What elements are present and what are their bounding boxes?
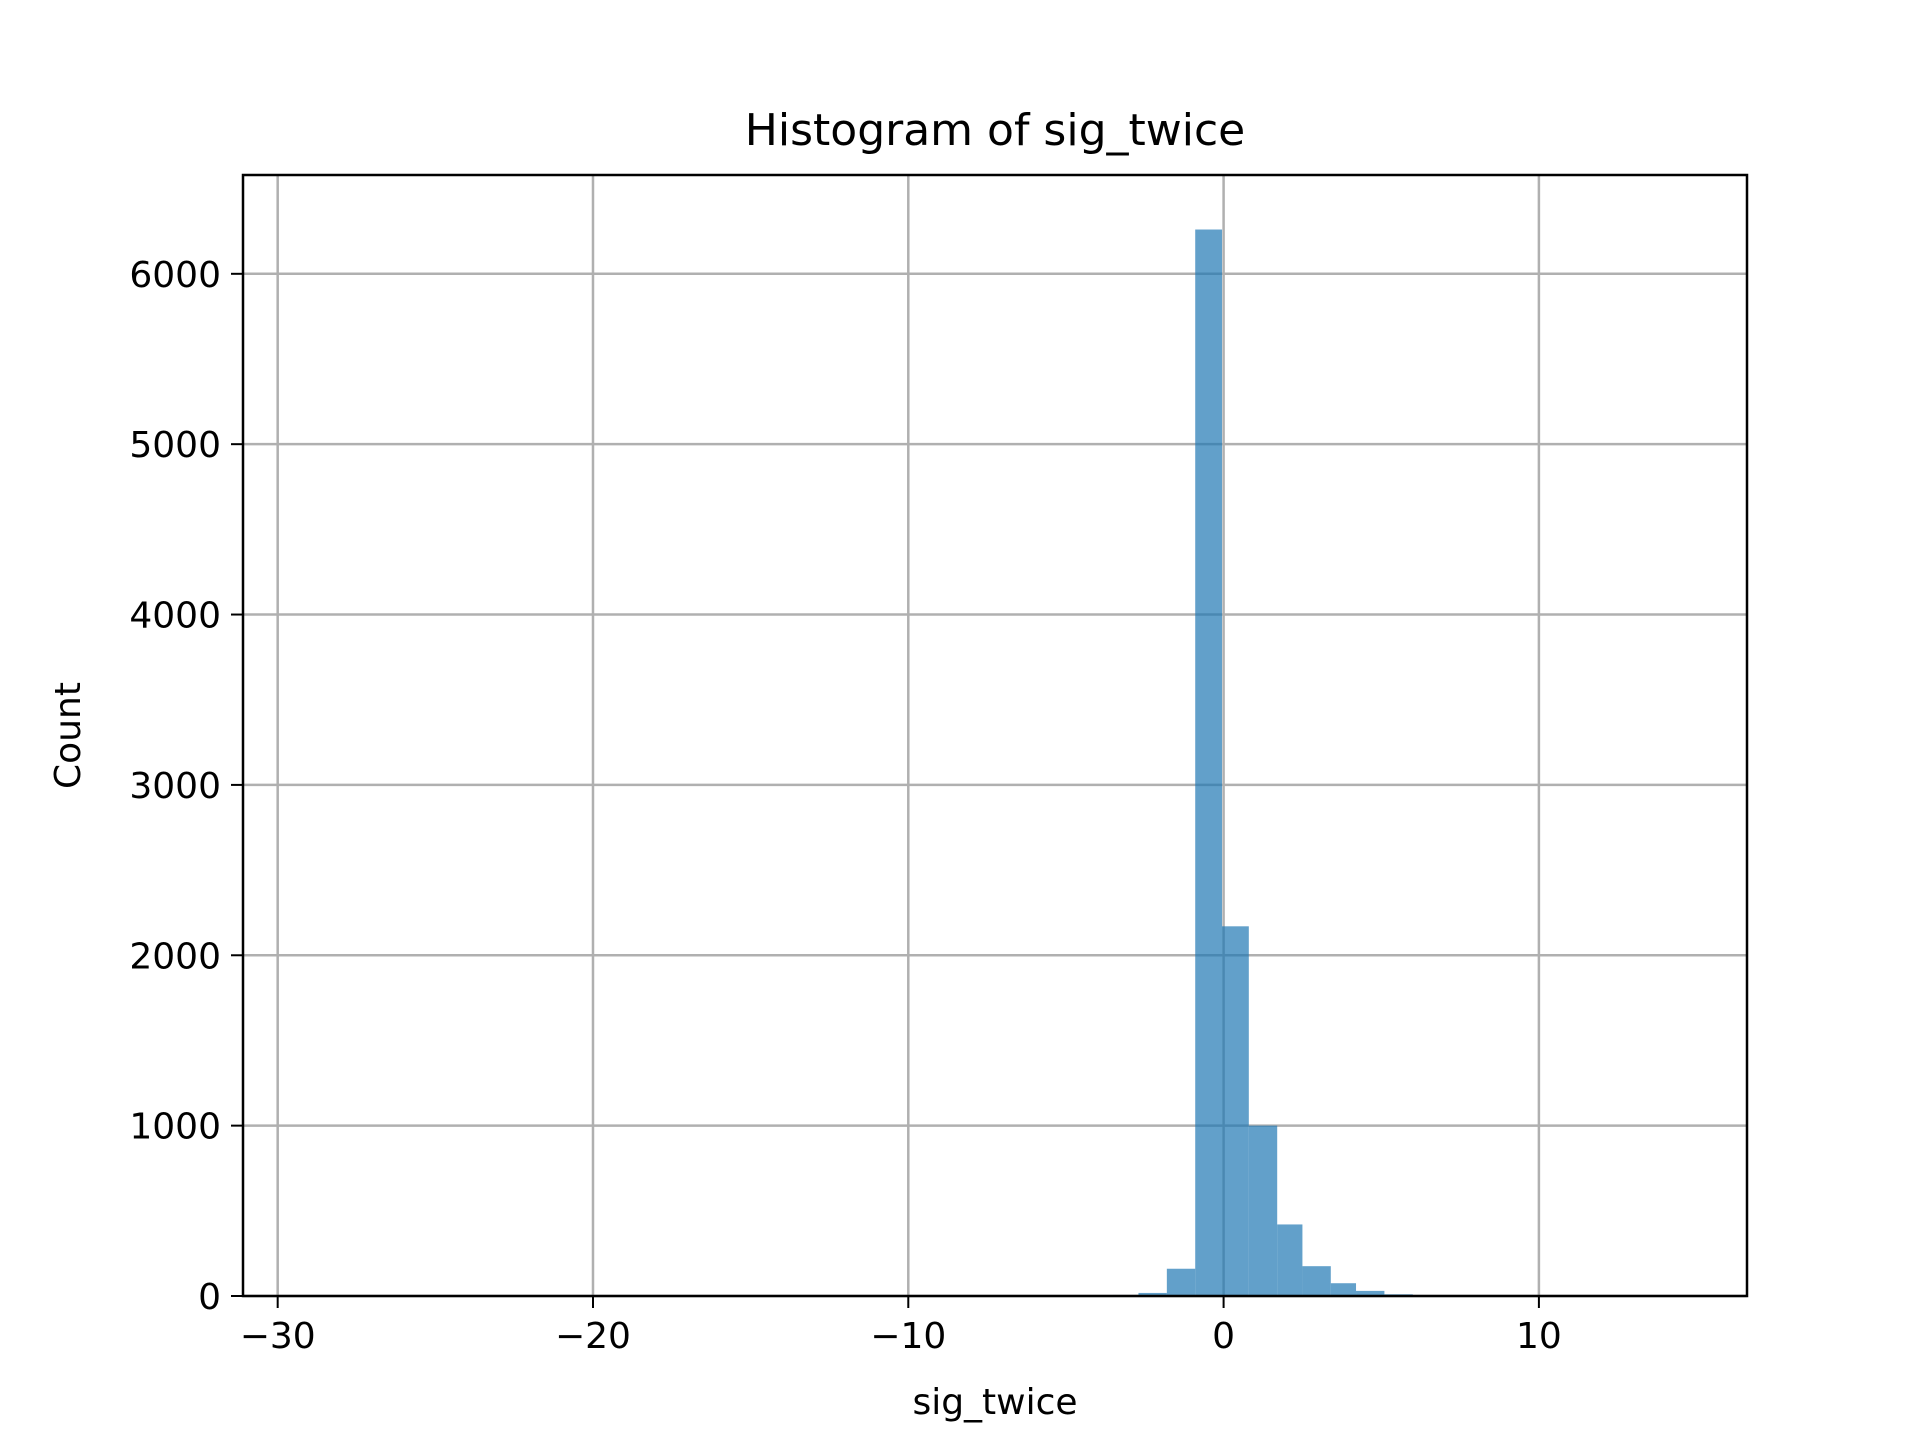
x-tick-label: −10 (870, 1316, 946, 1357)
histogram-bar (1138, 1292, 1167, 1296)
y-axis-label: Count (48, 682, 89, 789)
histogram-bar (1222, 926, 1249, 1296)
x-tick-label: 0 (1212, 1316, 1235, 1357)
axis-ticks: −30 −20 −10 0 10 0 1000 2000 3000 4000 5000 6000 (129, 255, 1561, 1357)
histogram-bar (1166, 1268, 1196, 1296)
chart-title: Histogram of sig_twice (745, 105, 1245, 156)
histogram-bar (1277, 1224, 1303, 1296)
y-tick-label: 5000 (129, 425, 221, 466)
x-axis-label: sig_twice (912, 1382, 1077, 1423)
y-tick-label: 3000 (129, 766, 221, 807)
y-tick-label: 6000 (129, 255, 221, 296)
histogram-bar (1248, 1125, 1278, 1296)
histogram-bar (1356, 1290, 1385, 1296)
x-tick-label: −30 (240, 1316, 316, 1357)
plot-frame (241, 173, 1749, 1298)
histogram-bar (1330, 1283, 1357, 1296)
grid-lines (243, 175, 1747, 1298)
histogram-bar (1302, 1266, 1331, 1296)
y-tick-label: 1000 (129, 1107, 221, 1148)
histogram-bars (1056, 229, 1439, 1296)
x-tick-label: −20 (555, 1316, 631, 1357)
histogram-bar (1195, 229, 1223, 1296)
x-tick-label: 10 (1516, 1316, 1562, 1357)
y-tick-label: 4000 (129, 596, 221, 637)
y-tick-label: 0 (198, 1277, 221, 1318)
y-tick-label: 2000 (129, 936, 221, 977)
